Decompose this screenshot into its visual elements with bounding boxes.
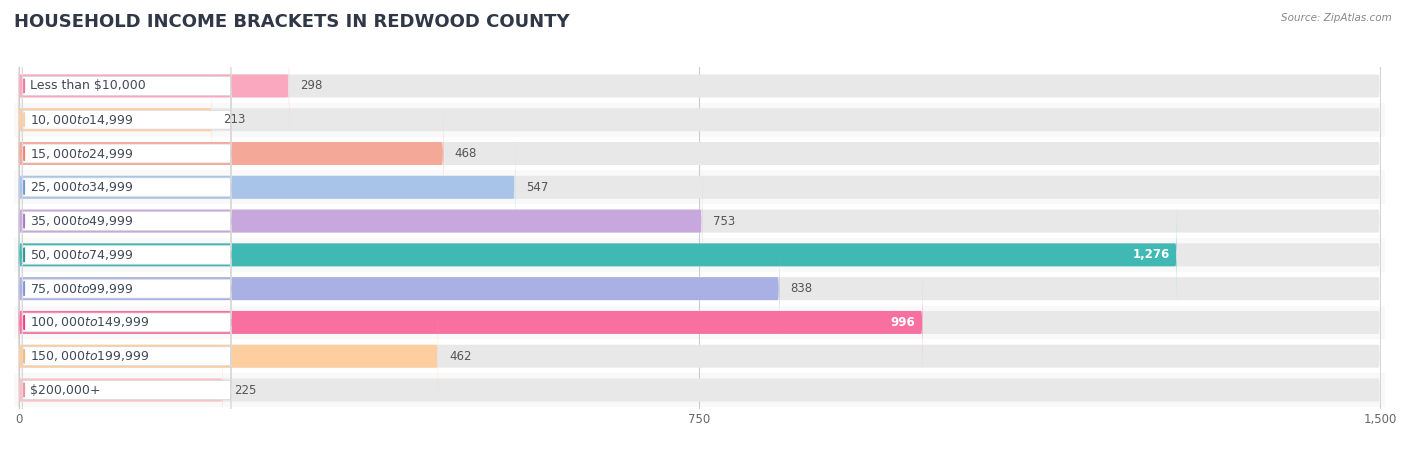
- FancyBboxPatch shape: [18, 71, 1381, 168]
- Text: 468: 468: [454, 147, 477, 160]
- Text: $10,000 to $14,999: $10,000 to $14,999: [30, 113, 134, 127]
- FancyBboxPatch shape: [18, 37, 1381, 135]
- Text: $150,000 to $199,999: $150,000 to $199,999: [30, 349, 149, 363]
- FancyBboxPatch shape: [18, 138, 1381, 236]
- Text: $100,000 to $149,999: $100,000 to $149,999: [30, 316, 149, 330]
- Text: $15,000 to $24,999: $15,000 to $24,999: [30, 146, 134, 160]
- FancyBboxPatch shape: [22, 292, 231, 352]
- FancyBboxPatch shape: [22, 360, 231, 420]
- FancyBboxPatch shape: [18, 240, 779, 338]
- FancyBboxPatch shape: [0, 204, 1406, 238]
- Text: 298: 298: [299, 79, 322, 92]
- Text: Less than $10,000: Less than $10,000: [30, 79, 146, 92]
- FancyBboxPatch shape: [22, 56, 231, 116]
- Text: 753: 753: [713, 215, 735, 228]
- Text: HOUSEHOLD INCOME BRACKETS IN REDWOOD COUNTY: HOUSEHOLD INCOME BRACKETS IN REDWOOD COU…: [14, 13, 569, 31]
- FancyBboxPatch shape: [22, 191, 231, 251]
- FancyBboxPatch shape: [18, 308, 439, 405]
- FancyBboxPatch shape: [0, 103, 1406, 136]
- FancyBboxPatch shape: [18, 341, 224, 439]
- FancyBboxPatch shape: [22, 326, 231, 386]
- FancyBboxPatch shape: [0, 69, 1406, 103]
- FancyBboxPatch shape: [22, 123, 231, 184]
- FancyBboxPatch shape: [18, 341, 1381, 439]
- Text: 547: 547: [526, 181, 548, 194]
- Text: $35,000 to $49,999: $35,000 to $49,999: [30, 214, 134, 228]
- FancyBboxPatch shape: [18, 273, 922, 371]
- FancyBboxPatch shape: [18, 105, 1381, 202]
- FancyBboxPatch shape: [22, 259, 231, 319]
- FancyBboxPatch shape: [0, 136, 1406, 171]
- FancyBboxPatch shape: [18, 138, 515, 236]
- FancyBboxPatch shape: [22, 224, 231, 285]
- Text: $75,000 to $99,999: $75,000 to $99,999: [30, 282, 134, 295]
- Text: $50,000 to $74,999: $50,000 to $74,999: [30, 248, 134, 262]
- FancyBboxPatch shape: [18, 206, 1381, 304]
- FancyBboxPatch shape: [18, 37, 290, 135]
- Text: $25,000 to $34,999: $25,000 to $34,999: [30, 180, 134, 194]
- FancyBboxPatch shape: [0, 373, 1406, 407]
- FancyBboxPatch shape: [18, 240, 1381, 338]
- FancyBboxPatch shape: [0, 171, 1406, 204]
- FancyBboxPatch shape: [18, 105, 443, 202]
- FancyBboxPatch shape: [18, 172, 1381, 270]
- Text: $200,000+: $200,000+: [30, 383, 100, 396]
- Text: 1,276: 1,276: [1132, 248, 1170, 261]
- FancyBboxPatch shape: [18, 172, 702, 270]
- FancyBboxPatch shape: [0, 305, 1406, 339]
- FancyBboxPatch shape: [18, 308, 1381, 405]
- Text: 996: 996: [891, 316, 915, 329]
- FancyBboxPatch shape: [22, 90, 231, 150]
- FancyBboxPatch shape: [22, 157, 231, 217]
- Text: Source: ZipAtlas.com: Source: ZipAtlas.com: [1281, 13, 1392, 23]
- Text: 462: 462: [449, 350, 471, 363]
- FancyBboxPatch shape: [0, 272, 1406, 305]
- Text: 213: 213: [224, 113, 245, 126]
- Text: 838: 838: [790, 282, 813, 295]
- FancyBboxPatch shape: [0, 238, 1406, 272]
- FancyBboxPatch shape: [18, 71, 212, 168]
- Text: 225: 225: [233, 383, 256, 396]
- FancyBboxPatch shape: [18, 206, 1177, 304]
- FancyBboxPatch shape: [0, 339, 1406, 373]
- FancyBboxPatch shape: [18, 273, 1381, 371]
